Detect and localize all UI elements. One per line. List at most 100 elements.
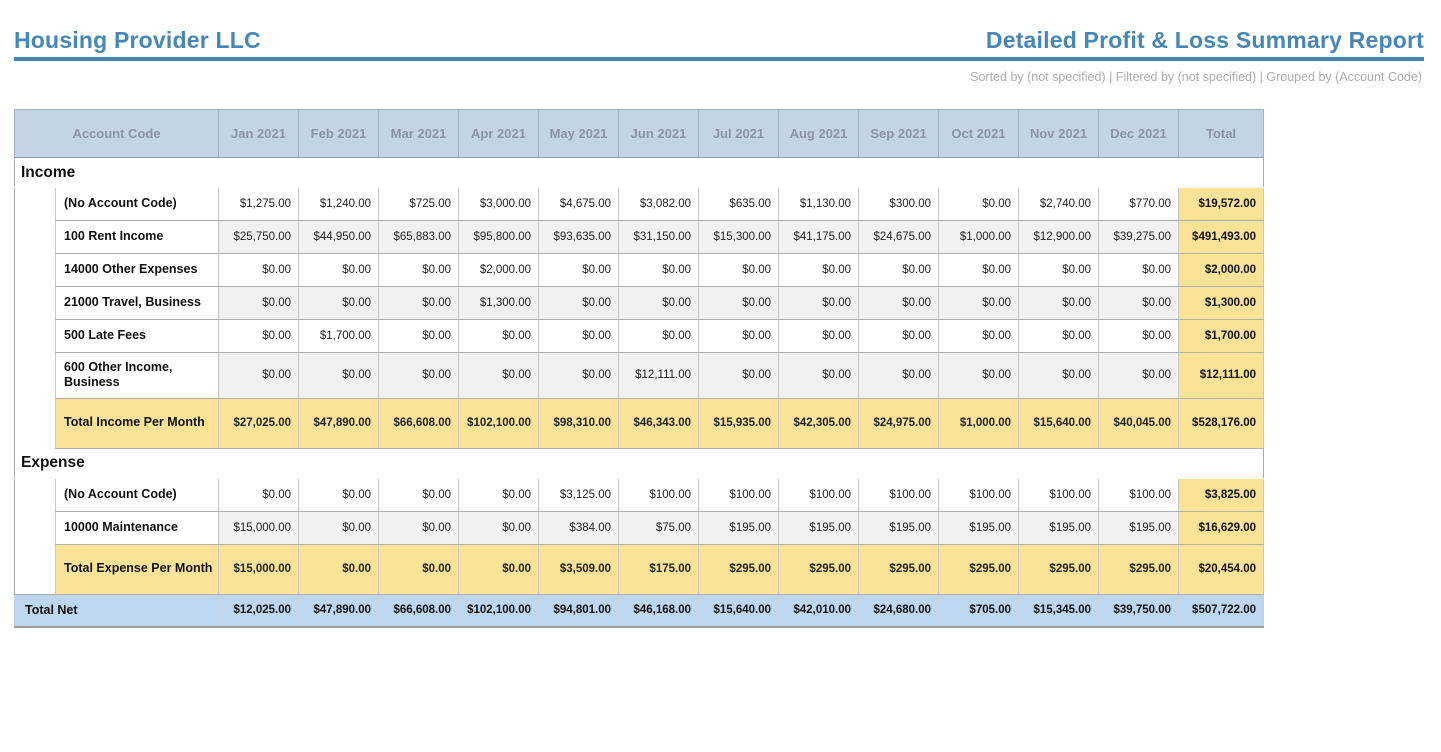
section-total-row: Total Income Per Month $27,025.00 $47,890.… <box>14 397 1264 449</box>
row-indent <box>14 398 56 448</box>
month-value-cell: $195.00 <box>1098 510 1179 545</box>
month-value-cell: $15,345.00 <box>1018 593 1099 628</box>
month-value-cell: $41,175.00 <box>778 220 859 254</box>
column-header-month: Mar 2021 <box>378 109 459 158</box>
month-value-cell: $25,750.00 <box>218 220 299 254</box>
header-divider <box>14 57 1424 61</box>
month-value-cell: $94,801.00 <box>538 593 619 628</box>
month-value-cell: $0.00 <box>378 286 459 320</box>
month-value-cell: $42,010.00 <box>778 593 859 628</box>
month-value-cell: $4,675.00 <box>538 187 619 221</box>
month-value-cell: $66,608.00 <box>378 593 459 628</box>
report-header: Housing Provider LLC Detailed Profit & L… <box>14 27 1424 54</box>
month-value-cell: $24,680.00 <box>858 593 939 628</box>
month-value-cell: $102,100.00 <box>458 397 539 449</box>
total-net-row: Total Net $12,025.00 $47,890.00 $66,608.00 $… <box>14 593 1264 628</box>
month-value-cell: $3,509.00 <box>538 543 619 595</box>
month-value-cell: $300.00 <box>858 187 939 221</box>
month-value-cell: $195.00 <box>698 510 779 545</box>
month-value-cell: $295.00 <box>1098 543 1179 595</box>
column-header-total: Total <box>1178 109 1264 158</box>
month-value-cell: $0.00 <box>298 352 379 399</box>
month-value-cell: $0.00 <box>938 187 1019 221</box>
month-value-cell: $0.00 <box>698 253 779 287</box>
row-indent <box>14 286 56 320</box>
table-row: 21000 Travel, Business $0.00 $0.00 $0.00 $1,… <box>14 286 1264 320</box>
month-value-cell: $1,240.00 <box>298 187 379 221</box>
total-net-label: Total Net <box>14 593 219 628</box>
month-value-cell: $0.00 <box>298 510 379 545</box>
row-total-cell: $16,629.00 <box>1178 510 1264 545</box>
profit-loss-table: Account Code Jan 2021 Feb 2021 Mar 2021 Apr … <box>14 109 1264 628</box>
month-value-cell: $0.00 <box>298 477 379 512</box>
month-value-cell: $0.00 <box>938 319 1019 353</box>
month-value-cell: $1,000.00 <box>938 397 1019 449</box>
row-indent <box>14 478 56 511</box>
month-value-cell: $15,000.00 <box>218 510 299 545</box>
month-value-cell: $15,935.00 <box>698 397 779 449</box>
month-value-cell: $195.00 <box>778 510 859 545</box>
account-code-label: (No Account Code) <box>55 187 219 221</box>
month-value-cell: $0.00 <box>1098 319 1179 353</box>
month-value-cell: $15,300.00 <box>698 220 779 254</box>
month-value-cell: $0.00 <box>458 543 539 595</box>
column-header-month: Jun 2021 <box>618 109 699 158</box>
month-value-cell: $0.00 <box>298 543 379 595</box>
section-heading: Expense <box>14 448 1264 479</box>
month-value-cell: $0.00 <box>618 319 699 353</box>
row-total-cell: $20,454.00 <box>1178 543 1264 595</box>
month-value-cell: $0.00 <box>778 319 859 353</box>
month-value-cell: $3,125.00 <box>538 477 619 512</box>
company-name: Housing Provider LLC <box>14 27 261 53</box>
column-header-month: May 2021 <box>538 109 619 158</box>
row-indent <box>14 319 56 353</box>
month-value-cell: $0.00 <box>618 253 699 287</box>
month-value-cell: $0.00 <box>1018 286 1099 320</box>
month-value-cell: $0.00 <box>698 352 779 399</box>
row-indent <box>14 511 56 544</box>
month-value-cell: $15,640.00 <box>698 593 779 628</box>
month-value-cell: $770.00 <box>1098 187 1179 221</box>
month-value-cell: $725.00 <box>378 187 459 221</box>
month-value-cell: $0.00 <box>1098 352 1179 399</box>
month-value-cell: $44,950.00 <box>298 220 379 254</box>
month-value-cell: $1,300.00 <box>458 286 539 320</box>
month-value-cell: $295.00 <box>698 543 779 595</box>
month-value-cell: $0.00 <box>938 352 1019 399</box>
row-total-cell: $3,825.00 <box>1178 477 1264 512</box>
table-row: 10000 Maintenance $15,000.00 $0.00 $0.00 $0.… <box>14 510 1264 545</box>
month-value-cell: $0.00 <box>938 253 1019 287</box>
section-heading: Income <box>14 157 1264 188</box>
month-value-cell: $295.00 <box>778 543 859 595</box>
month-value-cell: $2,740.00 <box>1018 187 1099 221</box>
month-value-cell: $98,310.00 <box>538 397 619 449</box>
table-row: 600 Other Income, Business $0.00 $0.00 $0.0… <box>14 352 1264 399</box>
month-value-cell: $1,130.00 <box>778 187 859 221</box>
month-value-cell: $102,100.00 <box>458 593 539 628</box>
column-header-month: Feb 2021 <box>298 109 379 158</box>
month-value-cell: $0.00 <box>218 352 299 399</box>
month-value-cell: $635.00 <box>698 187 779 221</box>
month-value-cell: $0.00 <box>218 477 299 512</box>
row-total-cell: $528,176.00 <box>1178 397 1264 449</box>
month-value-cell: $24,675.00 <box>858 220 939 254</box>
month-value-cell: $100.00 <box>938 477 1019 512</box>
column-header-account-code: Account Code <box>14 109 219 158</box>
month-value-cell: $12,025.00 <box>218 593 299 628</box>
month-value-cell: $100.00 <box>778 477 859 512</box>
table-header: Account Code Jan 2021 Feb 2021 Mar 2021 Apr … <box>14 109 1264 158</box>
month-value-cell: $0.00 <box>858 286 939 320</box>
row-total-cell: $2,000.00 <box>1178 253 1264 287</box>
table-row: 14000 Other Expenses $0.00 $0.00 $0.00 $2,00… <box>14 253 1264 287</box>
account-code-label: 14000 Other Expenses <box>55 253 219 287</box>
row-total-cell: $19,572.00 <box>1178 187 1264 221</box>
month-value-cell: $0.00 <box>698 319 779 353</box>
column-header-month: Jan 2021 <box>218 109 299 158</box>
month-value-cell: $1,000.00 <box>938 220 1019 254</box>
month-value-cell: $0.00 <box>378 319 459 353</box>
column-header-month: Dec 2021 <box>1098 109 1179 158</box>
month-value-cell: $0.00 <box>538 253 619 287</box>
row-indent <box>14 544 56 594</box>
month-value-cell: $0.00 <box>458 477 539 512</box>
row-total-cell: $507,722.00 <box>1178 593 1264 628</box>
